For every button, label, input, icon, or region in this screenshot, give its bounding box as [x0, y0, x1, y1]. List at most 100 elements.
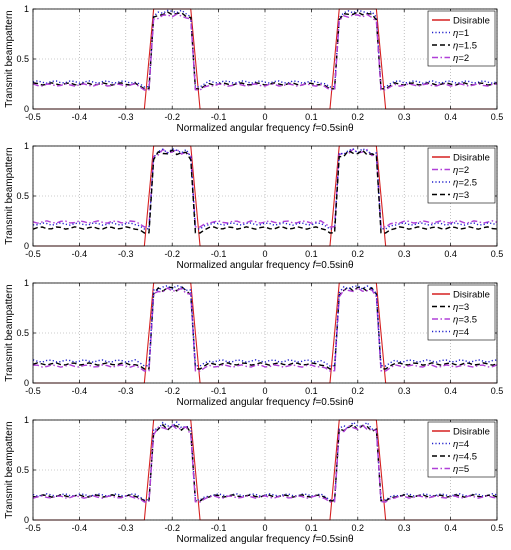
y-tick-label: 1 — [24, 4, 29, 14]
x-tick-label: -0.4 — [72, 249, 88, 259]
legend-label: η=3 — [453, 190, 469, 201]
x-axis-label-var: f — [313, 534, 317, 545]
x-tick-label: 0 — [262, 386, 267, 396]
x-axis-label-text: Normalized angular frequency — [176, 123, 312, 134]
legend-label-prefix: η= — [453, 439, 464, 450]
legend-label: η=1 — [453, 28, 469, 39]
x-tick-label: 0.3 — [398, 523, 411, 533]
x-tick-label: 0.1 — [305, 523, 318, 533]
series-line-3.5 — [33, 287, 498, 372]
legend-label-prefix: η= — [453, 302, 464, 313]
y-axis-label: Transmit beampattern — [4, 147, 15, 244]
x-tick-label: -0.1 — [211, 386, 227, 396]
x-tick-label: -0.1 — [211, 112, 227, 122]
legend-label: η=2 — [453, 165, 469, 176]
y-axis-label: Transmit beampattern — [4, 284, 15, 381]
y-tick-label: 0 — [24, 241, 29, 251]
series-line-3 — [32, 285, 498, 370]
legend-label-value: 4 — [464, 439, 469, 450]
y-tick-label: 0.5 — [16, 328, 29, 338]
legend-label: η=4 — [453, 327, 469, 338]
legend-label: η=4.5 — [453, 452, 477, 463]
x-tick-label: -0.2 — [164, 112, 180, 122]
y-tick-label: 1 — [24, 415, 29, 425]
x-axis-label-suffix: =0.5sinθ — [315, 397, 354, 408]
series-line-2 — [32, 13, 498, 91]
x-tick-label: -0.1 — [211, 523, 227, 533]
x-tick-label: 0.4 — [444, 249, 457, 259]
x-tick-label: 0.2 — [352, 112, 365, 122]
legend-label-value: 3 — [464, 302, 469, 313]
legend-label-value: 3 — [464, 190, 469, 201]
subplot-4: -0.5 -0.4 -0.3 -0.2 -0.1 0 0.1 0.2 0.3 0.4 0.5 0 0.5… — [4, 415, 503, 545]
series-line-5 — [32, 424, 498, 503]
x-tick-label: 0.2 — [352, 249, 365, 259]
x-tick-label: 0.3 — [398, 112, 411, 122]
legend-label-prefix: η= — [453, 28, 464, 39]
legend-label: Disirable — [453, 16, 490, 27]
legend-label: Disirable — [453, 427, 490, 438]
x-tick-label: 0.5 — [491, 249, 504, 259]
x-axis-label-suffix: =0.5sinθ — [315, 534, 354, 545]
legend-label: η=2.5 — [453, 178, 477, 189]
x-axis-label-var: f — [313, 123, 317, 134]
legend-label-value: 5 — [464, 464, 469, 475]
x-tick-label: 0.3 — [398, 386, 411, 396]
x-axis-label-var: f — [313, 397, 317, 408]
subplot-3: -0.5 -0.4 -0.3 -0.2 -0.1 0 0.1 0.2 0.3 0.4 0.5 0 0.5… — [4, 278, 503, 408]
x-axis-label: Normalized angular frequency f=0.5sinθ — [176, 123, 353, 134]
x-tick-label: 0.1 — [305, 112, 318, 122]
legend-label: Disirable — [453, 290, 490, 301]
x-tick-label: 0.4 — [444, 523, 457, 533]
x-tick-label: 0.3 — [398, 249, 411, 259]
x-tick-label: 0 — [262, 112, 267, 122]
legend-label: η=2 — [453, 53, 469, 64]
x-tick-label: -0.5 — [25, 249, 41, 259]
x-axis-label: Normalized angular frequency f=0.5sinθ — [176, 534, 353, 545]
x-tick-label: 0.2 — [352, 386, 365, 396]
x-tick-label: 0.5 — [491, 523, 504, 533]
legend-label: η=3 — [453, 302, 469, 313]
y-tick-label: 1 — [24, 141, 29, 151]
x-axis-label-suffix: =0.5sinθ — [315, 260, 354, 271]
x-tick-label: -0.1 — [211, 249, 227, 259]
legend-label-prefix: η= — [453, 327, 464, 338]
legend-label: η=3.5 — [453, 315, 477, 326]
x-tick-label: -0.3 — [118, 249, 134, 259]
y-tick-label: 1 — [24, 278, 29, 288]
legend-label: Disirable — [453, 153, 490, 164]
x-axis-label-text: Normalized angular frequency — [176, 397, 312, 408]
x-tick-label: -0.3 — [118, 112, 134, 122]
x-tick-label: 0.1 — [305, 249, 318, 259]
y-tick-label: 0.5 — [16, 191, 29, 201]
legend-label: η=1.5 — [453, 41, 477, 52]
x-tick-label: -0.2 — [164, 386, 180, 396]
y-tick-label: 0.5 — [16, 465, 29, 475]
legend-label-prefix: η= — [453, 315, 464, 326]
x-axis-label-var: f — [313, 260, 317, 271]
legend-label-prefix: η= — [453, 178, 464, 189]
legend-label-value: 4 — [464, 327, 469, 338]
x-tick-label: -0.3 — [118, 523, 134, 533]
legend-label-prefix: η= — [453, 53, 464, 64]
x-tick-label: 0.5 — [491, 112, 504, 122]
legend-label-value: 4.5 — [464, 452, 477, 463]
legend-label-prefix: η= — [453, 464, 464, 475]
x-tick-label: 0.2 — [352, 523, 365, 533]
x-tick-label: -0.4 — [72, 112, 88, 122]
x-axis-label-suffix: =0.5sinθ — [315, 123, 354, 134]
x-tick-label: 0.5 — [491, 386, 504, 396]
x-tick-label: 0.4 — [444, 112, 457, 122]
x-tick-label: -0.3 — [118, 386, 134, 396]
series-line-1.5 — [32, 11, 498, 90]
legend-label-value: 2 — [464, 53, 469, 64]
x-tick-label: -0.5 — [25, 112, 41, 122]
x-tick-label: -0.5 — [25, 386, 41, 396]
legend-label-prefix: η= — [453, 165, 464, 176]
series-line-2 — [32, 148, 498, 228]
legend-label: η=4 — [453, 439, 469, 450]
y-tick-label: 0 — [24, 515, 29, 525]
x-tick-label: 0.1 — [305, 386, 318, 396]
series-line-1 — [32, 9, 498, 88]
subplot-2: -0.5 -0.4 -0.3 -0.2 -0.1 0 0.1 0.2 0.3 0.4 0.5 0 0.5… — [4, 141, 503, 271]
